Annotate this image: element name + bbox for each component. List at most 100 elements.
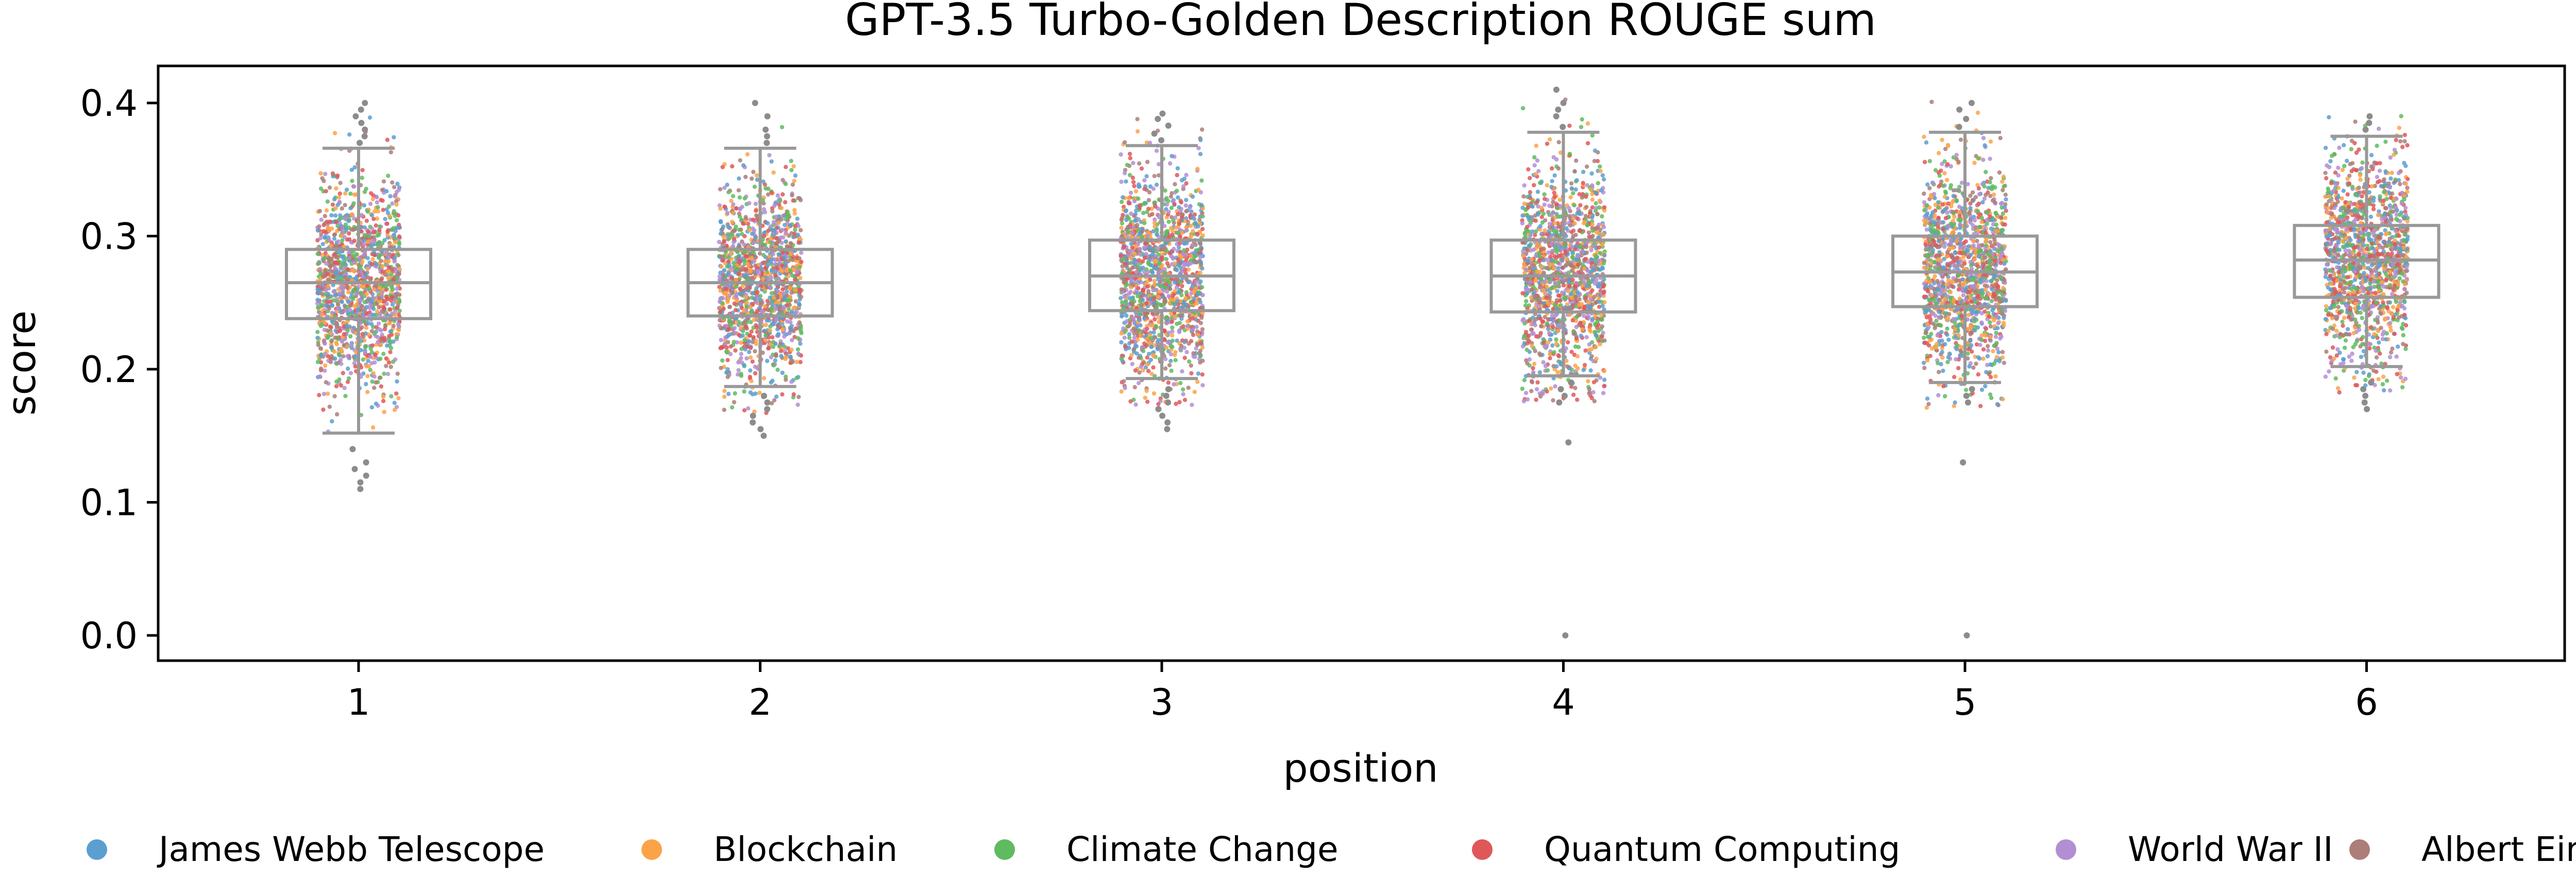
chart-title: GPT-3.5 Turbo-Golden Description ROUGE s… — [845, 0, 1876, 46]
strip-point — [725, 327, 731, 332]
strip-point — [397, 300, 401, 304]
strip-point — [1142, 201, 1147, 206]
strip-point — [726, 255, 731, 260]
strip-point — [1154, 148, 1159, 153]
strip-point — [374, 401, 379, 406]
strip-point — [392, 259, 397, 264]
strip-point — [347, 231, 351, 236]
strip-point — [742, 408, 747, 412]
strip-point — [1550, 166, 1554, 171]
strip-point — [317, 224, 321, 229]
strip-point — [737, 176, 741, 181]
strip-point — [357, 265, 362, 269]
strip-point — [327, 306, 332, 311]
strip-point — [1200, 345, 1205, 350]
strip-point — [391, 339, 396, 344]
strip-point — [734, 294, 738, 299]
strip-point — [1124, 283, 1128, 288]
strip-point — [795, 402, 800, 407]
strip-point — [374, 380, 378, 385]
strip-point — [799, 295, 804, 299]
strip-point — [1200, 327, 1205, 332]
strip-point — [738, 158, 742, 163]
strip-point — [1190, 327, 1195, 332]
strip-point — [778, 198, 783, 203]
strip-point — [1165, 261, 1170, 266]
strip-point — [794, 309, 799, 314]
strip-point — [396, 396, 401, 401]
strip-point — [393, 255, 397, 260]
strip-point — [758, 298, 762, 302]
strip-point — [787, 303, 792, 307]
strip-point — [725, 300, 730, 304]
strip-point — [1136, 286, 1141, 290]
strip-point — [1183, 253, 1188, 257]
strip-point — [1138, 252, 1143, 257]
strip-point — [390, 180, 395, 185]
strip-point — [358, 298, 363, 303]
strip-point — [1200, 266, 1205, 271]
strip-point — [1174, 225, 1178, 230]
strip-point — [336, 195, 342, 200]
strip-point — [1182, 398, 1188, 402]
strip-point — [380, 198, 385, 203]
strip-point — [1200, 227, 1205, 231]
strip-point — [385, 230, 390, 234]
strip-point — [1154, 182, 1159, 187]
strip-point — [721, 296, 725, 301]
strip-point — [796, 301, 802, 306]
strip-point — [1196, 371, 1201, 376]
strip-point — [1574, 158, 1579, 163]
strip-point — [1129, 211, 1133, 216]
strip-point — [1179, 325, 1184, 330]
strip-point — [350, 179, 354, 183]
strip-point — [1143, 395, 1147, 400]
strip-point — [1199, 315, 1204, 320]
strip-point — [788, 354, 793, 359]
strip-point — [1119, 331, 1124, 336]
strip-point — [332, 232, 337, 237]
strip-point — [388, 365, 393, 369]
strip-point — [1142, 245, 1146, 250]
strip-point — [1196, 224, 1200, 229]
strip-point — [728, 251, 733, 255]
strip-point — [385, 137, 390, 142]
strip-point — [1534, 229, 1538, 234]
strip-point — [371, 230, 376, 235]
strip-point — [730, 276, 734, 281]
strip-point — [1189, 261, 1193, 266]
strip-point — [1567, 124, 1572, 128]
strip-point — [1143, 255, 1147, 261]
strip-point — [723, 341, 728, 346]
strip-point — [785, 210, 790, 214]
strip-point — [731, 320, 736, 324]
strip-point — [386, 276, 391, 281]
strip-point — [784, 231, 788, 235]
strip-point — [1589, 171, 1594, 176]
strip-point — [718, 206, 723, 211]
strip-point — [328, 299, 333, 304]
strip-point — [364, 382, 368, 387]
strip-point — [363, 350, 367, 355]
strip-point — [1161, 295, 1166, 300]
strip-point — [368, 347, 373, 351]
strip-point — [1137, 247, 1142, 251]
strip-point — [1200, 214, 1205, 219]
strip-point — [1137, 184, 1142, 189]
strip-point — [370, 257, 375, 262]
strip-point — [788, 286, 793, 290]
strip-point — [748, 269, 753, 274]
strip-point — [1131, 282, 1136, 287]
strip-point — [379, 384, 384, 389]
strip-point — [345, 285, 350, 289]
strip-point — [375, 309, 380, 314]
strip-point — [767, 153, 772, 158]
strip-point — [724, 292, 730, 297]
strip-point — [1151, 391, 1157, 396]
strip-point — [732, 325, 737, 331]
strip-point — [318, 360, 324, 365]
strip-point — [1119, 226, 1124, 230]
strip-point — [393, 214, 397, 218]
strip-point — [780, 269, 785, 273]
strip-point — [1141, 288, 1145, 293]
